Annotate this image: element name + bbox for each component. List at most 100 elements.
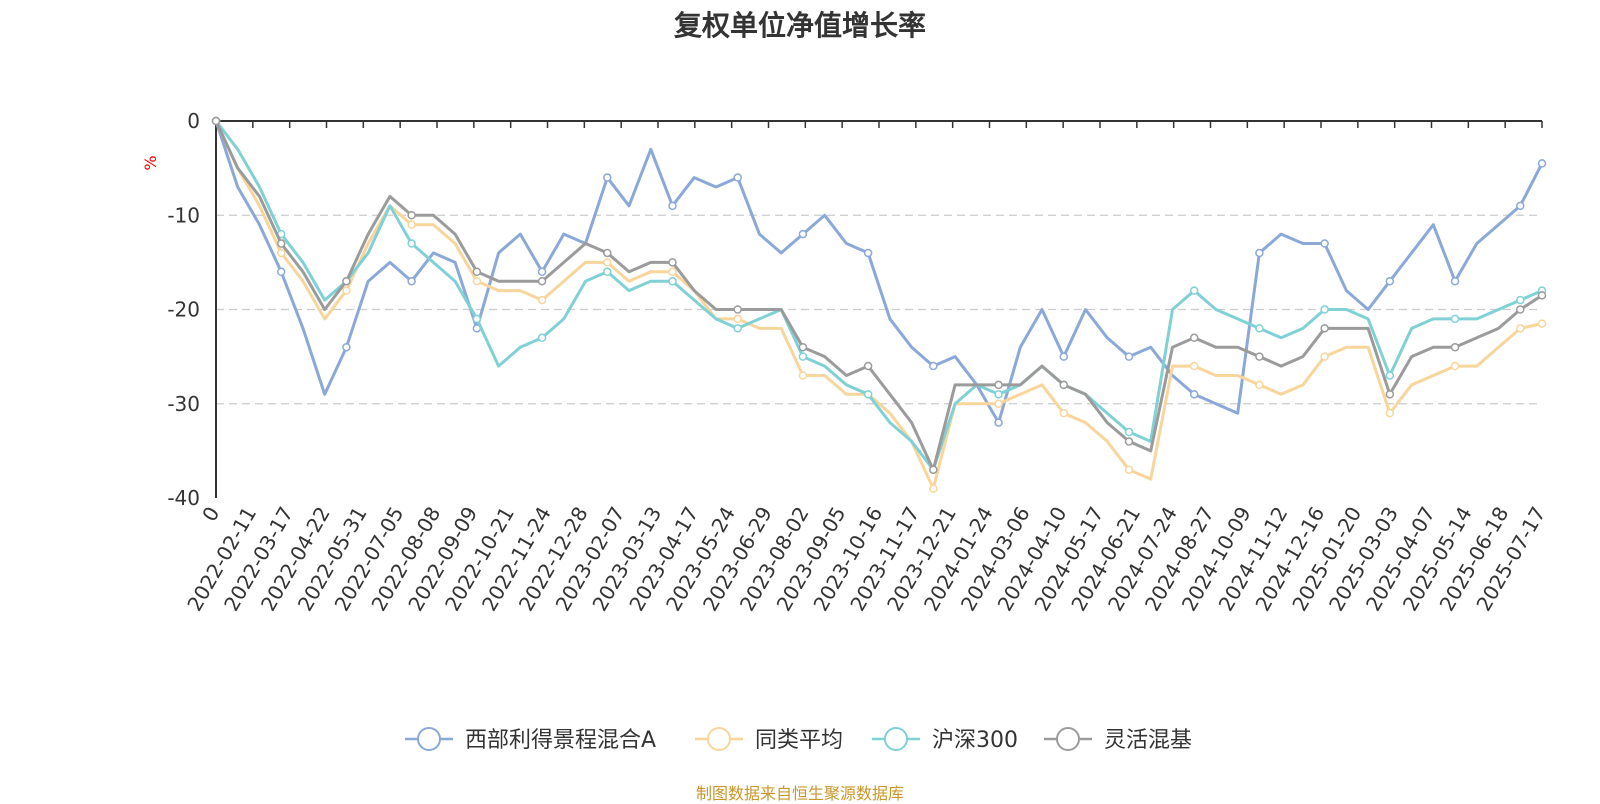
data-point (798, 352, 808, 361)
data-point (733, 173, 742, 182)
data-point (1537, 291, 1547, 300)
data-point (342, 276, 351, 286)
data-point (1320, 352, 1329, 361)
data-point (537, 267, 547, 277)
data-point (1189, 390, 1199, 399)
y-tick-label: 0 (187, 109, 200, 133)
data-point (1450, 276, 1460, 286)
data-point (211, 116, 221, 126)
x-tick-label: 0 (197, 503, 224, 526)
series-line-2 (214, 120, 1543, 491)
data-point (1385, 371, 1395, 380)
data-point (1059, 408, 1069, 418)
data-point (1255, 324, 1264, 333)
data-point (603, 173, 612, 182)
data-point (472, 267, 482, 277)
data-point (1450, 342, 1460, 352)
data-point (1537, 159, 1547, 168)
legend-marker-icon (1056, 727, 1080, 751)
y-axis-unit-label: % (141, 155, 160, 170)
data-point (1124, 352, 1134, 361)
data-point (276, 267, 286, 277)
data-point (537, 333, 547, 343)
data-point (929, 484, 938, 493)
data-point (1537, 319, 1547, 328)
data-point (994, 380, 1003, 390)
legend-item-4[interactable]: 灵活混基 (1044, 727, 1192, 753)
data-point (342, 342, 351, 352)
data-point (733, 314, 742, 324)
data-point (733, 305, 742, 314)
data-point (1059, 380, 1069, 390)
data-point (1059, 352, 1069, 361)
data-point (929, 465, 938, 474)
legend-item-2[interactable]: 同类平均 (695, 727, 843, 753)
data-point (994, 390, 1003, 399)
data-point (863, 248, 873, 258)
legend[interactable]: 西部利得景程混合A 同类平均 沪深300 灵活混基 (405, 727, 1192, 753)
data-point (929, 361, 938, 371)
data-point (863, 390, 873, 399)
data-point (1124, 465, 1134, 474)
series-line-1 (214, 120, 1544, 425)
axes: 0-10-20-30-4002022-02-112022-03-172022-0… (167, 109, 1550, 615)
data-point (668, 201, 677, 211)
series-line-4 (214, 120, 1543, 472)
data-point (1189, 286, 1199, 295)
data-point (537, 276, 547, 286)
data-point (798, 229, 808, 239)
y-tick-label: -20 (167, 298, 200, 322)
data-point (407, 211, 416, 220)
data-point (1516, 201, 1525, 211)
data-point (1516, 295, 1525, 305)
data-point (668, 276, 677, 286)
data-point (1255, 380, 1264, 390)
data-point (798, 371, 808, 380)
y-tick-label: -40 (167, 486, 200, 510)
data-point (1124, 437, 1134, 446)
data-point (407, 220, 416, 229)
data-point (1189, 361, 1199, 371)
chart-title: 复权单位净值增长率 (673, 9, 926, 42)
data-point (1385, 276, 1395, 286)
legend-item-3[interactable]: 沪深300 (872, 727, 1018, 753)
data-point (1124, 427, 1134, 437)
data-point (407, 276, 416, 286)
data-point (342, 286, 351, 295)
legend-label: 沪深300 (932, 728, 1018, 753)
data-point (407, 239, 416, 248)
data-point (603, 267, 612, 277)
data-point (1255, 248, 1264, 258)
data-point (1255, 352, 1264, 361)
series-lines (211, 116, 1547, 493)
data-point (603, 258, 612, 267)
legend-label: 西部利得景程混合A (465, 728, 656, 753)
data-point (1385, 390, 1395, 399)
grid-lines (216, 120, 1542, 405)
data-point (1516, 324, 1525, 333)
data-point (537, 295, 547, 305)
data-point (276, 248, 286, 258)
data-point (733, 324, 742, 333)
y-tick-label: -10 (167, 203, 200, 227)
data-point (1385, 408, 1395, 418)
data-point (472, 314, 482, 324)
data-point (863, 361, 873, 371)
legend-marker-icon (417, 727, 441, 751)
data-point (1320, 324, 1329, 333)
data-point (1450, 361, 1460, 371)
data-point (1516, 305, 1525, 314)
data-point (1320, 305, 1329, 314)
legend-item-1[interactable]: 西部利得景程混合A (405, 727, 656, 753)
data-point (1189, 333, 1199, 343)
legend-label: 灵活混基 (1104, 728, 1192, 753)
series-line-3 (214, 120, 1543, 472)
data-point (668, 267, 677, 277)
data-point (1450, 314, 1460, 324)
data-point (798, 342, 808, 352)
y-tick-label: -30 (167, 392, 200, 416)
legend-marker-icon (884, 727, 908, 751)
legend-marker-icon (707, 727, 731, 751)
data-point (1320, 239, 1329, 248)
